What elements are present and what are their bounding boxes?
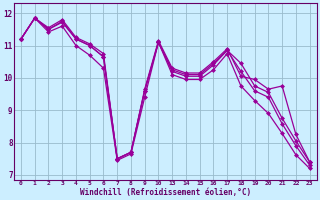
X-axis label: Windchill (Refroidissement éolien,°C): Windchill (Refroidissement éolien,°C) [80,188,251,197]
